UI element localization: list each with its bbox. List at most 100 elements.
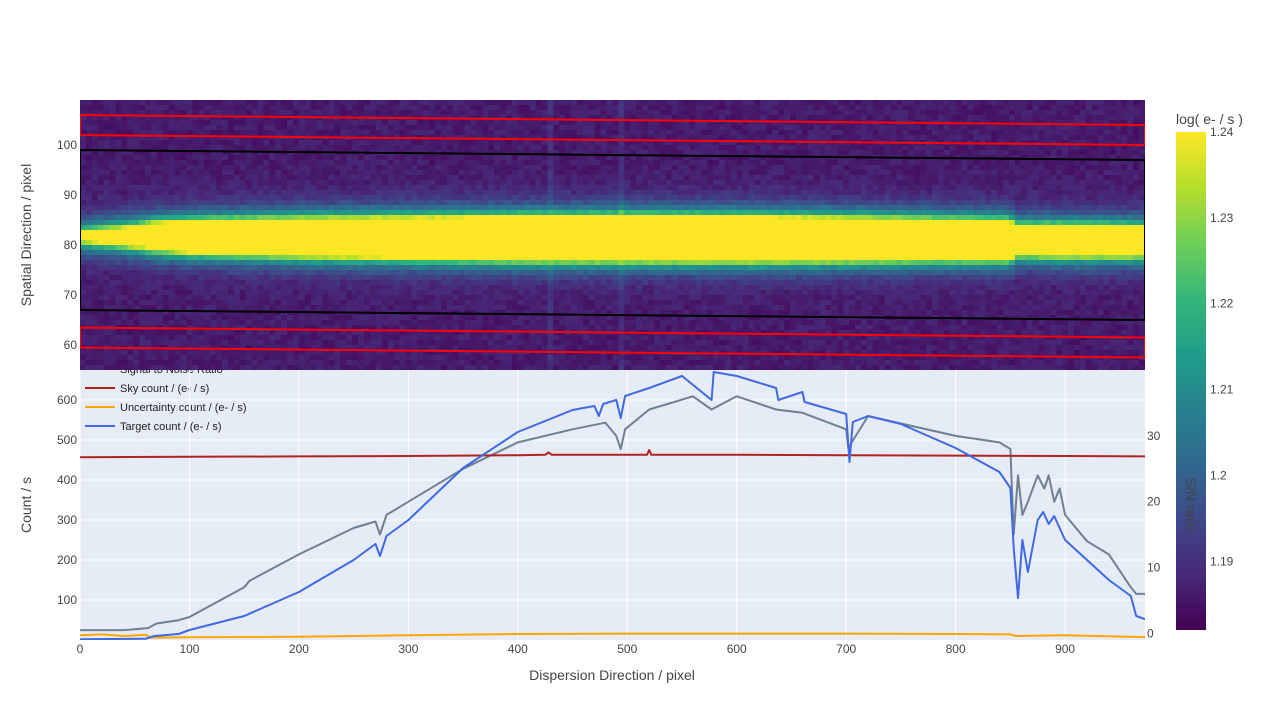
- heatmap-cell: [192, 245, 199, 251]
- heatmap-cell: [317, 160, 324, 166]
- heatmap-cell: [228, 100, 235, 106]
- heatmap-cell: [577, 290, 584, 296]
- heatmap-cell: [488, 270, 495, 276]
- heatmap-cell: [192, 285, 199, 291]
- heatmap-cell: [92, 255, 99, 261]
- heatmap-cell: [471, 185, 478, 191]
- heatmap-cell: [488, 100, 495, 106]
- heatmap-cell: [317, 205, 324, 211]
- heatmap-cell: [317, 155, 324, 161]
- heatmap-cell: [151, 120, 158, 126]
- heatmap-cell: [340, 340, 347, 346]
- heatmap-cell: [240, 285, 247, 291]
- heatmap-cell: [506, 225, 513, 231]
- heatmap-cell: [116, 255, 123, 261]
- heatmap-cell: [157, 280, 164, 286]
- heatmap-cell: [388, 160, 395, 166]
- heatmap-cell: [358, 185, 365, 191]
- heatmap-cell: [482, 275, 489, 281]
- heatmap-cell: [553, 345, 560, 351]
- heatmap-cell: [595, 195, 602, 201]
- heatmap-cell: [565, 340, 572, 346]
- heatmap-cell: [104, 280, 111, 286]
- heatmap-cell: [175, 315, 182, 321]
- heatmap-cell: [151, 125, 158, 131]
- heatmap-cell: [216, 190, 223, 196]
- heatmap-cell: [340, 285, 347, 291]
- heatmap-cell: [263, 105, 270, 111]
- heatmap-cell: [459, 315, 466, 321]
- heatmap-cell: [234, 300, 241, 306]
- heatmap-cell: [281, 285, 288, 291]
- heatmap-cell: [340, 245, 347, 251]
- heatmap-cell: [400, 285, 407, 291]
- heatmap-cell: [447, 215, 454, 221]
- heatmap-cell: [471, 165, 478, 171]
- heatmap-cell: [252, 220, 259, 226]
- heatmap-cell: [488, 175, 495, 181]
- heatmap-cell: [411, 145, 418, 151]
- heatmap-cell: [222, 120, 229, 126]
- heatmap-cell: [530, 240, 537, 246]
- heatmap-cell: [145, 175, 152, 181]
- heatmap-cell: [210, 300, 217, 306]
- heatmap-cell: [618, 185, 625, 191]
- heatmap-cell: [305, 195, 312, 201]
- heatmap-cell: [127, 280, 134, 286]
- heatmap-cell: [465, 175, 472, 181]
- heatmap-cell: [127, 100, 134, 106]
- heatmap-cell: [471, 250, 478, 256]
- heatmap-cell: [181, 290, 188, 296]
- heatmap-cell: [488, 225, 495, 231]
- heatmap-cell: [500, 165, 507, 171]
- heatmap-cell: [86, 165, 93, 171]
- heatmap-cell: [127, 265, 134, 271]
- heatmap-cell: [80, 100, 87, 106]
- heatmap-cell: [98, 240, 105, 246]
- heatmap-cell: [583, 275, 590, 281]
- heatmap-cell: [435, 125, 442, 131]
- heatmap-cell: [465, 265, 472, 271]
- heatmap-cell: [263, 225, 270, 231]
- heatmap-cell: [281, 335, 288, 341]
- heatmap-cell: [204, 350, 211, 356]
- heatmap-cell: [417, 140, 424, 146]
- heatmap-cell: [429, 240, 436, 246]
- heatmap-cell: [589, 265, 596, 271]
- heatmap-cell: [500, 200, 507, 206]
- heatmap-cell: [583, 220, 590, 226]
- heatmap-cell: [287, 165, 294, 171]
- heatmap-cell: [334, 230, 341, 236]
- heatmap-cell: [110, 315, 117, 321]
- heatmap-cell: [334, 215, 341, 221]
- heatmap-cell: [547, 305, 554, 311]
- heatmap-cell: [476, 215, 483, 221]
- heatmap-cell: [139, 100, 146, 106]
- heatmap-cell: [506, 110, 513, 116]
- heatmap-cell: [246, 260, 253, 266]
- heatmap-cell: [536, 130, 543, 136]
- heatmap-cell: [624, 165, 631, 171]
- heatmap-cell: [364, 195, 371, 201]
- heatmap-cell: [589, 200, 596, 206]
- heatmap-cell: [364, 105, 371, 111]
- heatmap-cell: [453, 100, 460, 106]
- heatmap-cell: [370, 365, 377, 371]
- heatmap-cell: [607, 245, 614, 251]
- heatmap-cell: [340, 295, 347, 301]
- heatmap-cell: [334, 195, 341, 201]
- heatmap-cell: [352, 205, 359, 211]
- heatmap-cell: [104, 340, 111, 346]
- heatmap-cell: [589, 320, 596, 326]
- heatmap-cell: [157, 205, 164, 211]
- heatmap-cell: [358, 360, 365, 366]
- heatmap-cell: [317, 200, 324, 206]
- heatmap-cell: [323, 145, 330, 151]
- heatmap-cell: [263, 210, 270, 216]
- heatmap-cell: [429, 295, 436, 301]
- heatmap-cell: [133, 300, 140, 306]
- heatmap-cell: [252, 215, 259, 221]
- heatmap-cell: [275, 340, 282, 346]
- heatmap-cell: [352, 360, 359, 366]
- heatmap-cell: [488, 255, 495, 261]
